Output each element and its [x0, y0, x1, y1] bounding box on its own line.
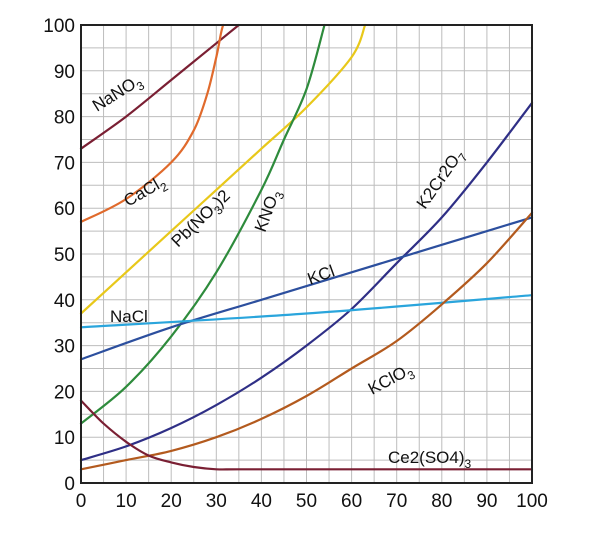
x-tick-label: 70: [386, 491, 407, 512]
series-line-k2cr2o7: [79, 101, 534, 462]
series-group: [79, 23, 534, 471]
y-tick-label: 60: [54, 199, 75, 220]
curve-label-nacl: NaCl: [110, 307, 148, 326]
x-tick-label: 90: [476, 491, 497, 512]
series-line-ce2-so4-3: [79, 399, 534, 471]
x-tick-label: 100: [516, 491, 548, 512]
x-tick-label: 10: [116, 491, 137, 512]
y-tick-label: 30: [54, 337, 75, 358]
series-line-pb-no3-2: [79, 23, 367, 315]
y-tick-label: 100: [43, 16, 75, 37]
plot-frame: [80, 24, 533, 484]
series-line-nacl: [79, 294, 534, 329]
curve-label-ce2-so4-3: Ce2(SO4)3: [388, 448, 472, 471]
x-tick-label: 20: [161, 491, 182, 512]
grid: [81, 25, 532, 483]
x-tick-label: 40: [251, 491, 272, 512]
y-tick-label: 80: [54, 108, 75, 129]
x-tick-label: 80: [431, 491, 452, 512]
y-tick-label: 40: [54, 291, 75, 312]
tick-labels: 0 10 20 30 40 50 60 70 80 90 100 0 10 20 30 40 50 60 70 80 9…: [43, 16, 548, 512]
y-tick-label: 50: [54, 245, 75, 266]
x-tick-label: 60: [341, 491, 362, 512]
x-tick-label: 50: [296, 491, 317, 512]
series-line-kno3: [79, 23, 326, 425]
x-tick-label: 0: [76, 491, 87, 512]
series-line-kcl: [79, 216, 534, 361]
x-tick-label: 30: [206, 491, 227, 512]
series-line-cacl2: [79, 23, 225, 223]
y-tick-label: 70: [54, 153, 75, 174]
y-tick-label: 20: [54, 382, 75, 403]
series-line-kclo3: [79, 211, 534, 471]
y-tick-label: 0: [64, 474, 75, 495]
y-tick-label: 10: [54, 428, 75, 449]
series-line-nano3: [79, 23, 240, 150]
y-tick-label: 90: [54, 62, 75, 83]
